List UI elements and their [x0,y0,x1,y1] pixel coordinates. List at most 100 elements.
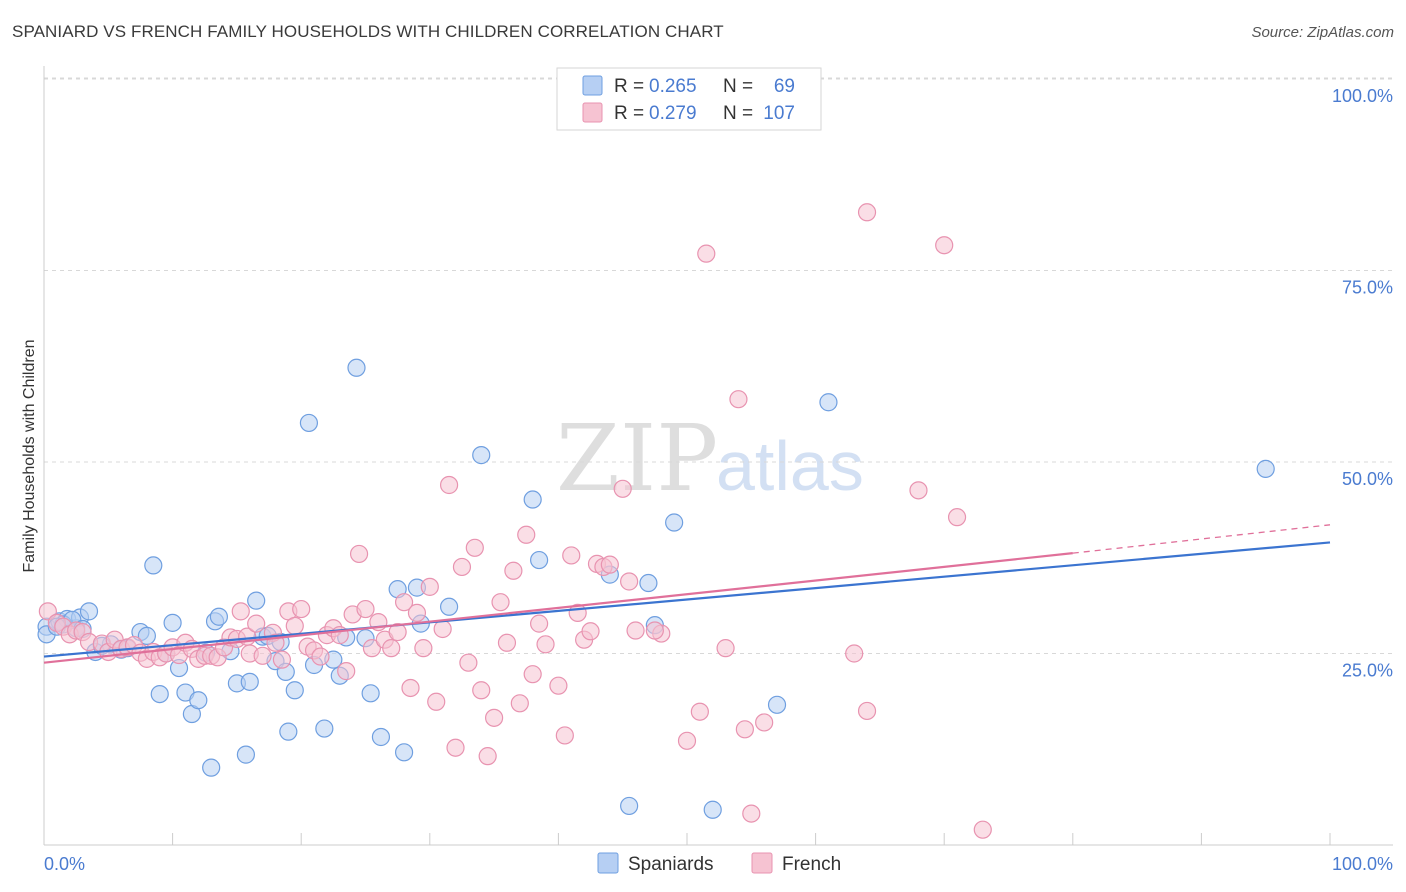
point-spaniards-62 [819,393,838,412]
chart-title: SPANIARD VS FRENCH FAMILY HOUSEHOLDS WIT… [12,22,724,41]
point-french-83 [581,622,600,641]
point-spaniards-27 [236,745,256,764]
point-french-80 [562,546,581,565]
point-french-63 [446,738,465,757]
point-spaniards-51 [439,597,459,616]
point-french-71 [497,633,517,652]
bottom-legend-swatch-french [751,852,773,874]
point-french-55 [394,593,414,612]
point-french-99 [857,701,877,721]
point-spaniards-48 [394,743,414,762]
point-french-39 [292,599,311,619]
point-spaniards-37 [299,413,319,433]
point-french-98 [857,203,877,222]
x-tick-label-max: 100.0% [1332,854,1393,874]
point-spaniards-16 [163,613,182,632]
bottom-legend-swatch-spaniards [597,852,619,874]
axes [43,66,1393,846]
point-spaniards-61 [767,695,787,714]
point-french-77 [536,635,555,654]
legend-n-label-spaniards: N = [723,76,753,97]
point-french-91 [677,731,697,750]
bottom-legend-label-french: French [782,854,841,875]
point-spaniards-53 [523,490,542,509]
point-french-50 [362,639,382,658]
point-french-49 [356,599,375,619]
point-french-36 [272,650,292,669]
trend-line-french-extension [1072,524,1331,554]
point-french-86 [600,555,619,574]
legend-r-value-spaniards: 0.265 [649,76,697,97]
point-french-94 [716,639,735,658]
point-spaniards-43 [347,358,366,377]
legend-n-label-french: N = [723,103,753,124]
point-spaniards-54 [530,550,549,570]
point-french-89 [626,621,645,640]
point-spaniards-13 [144,556,163,575]
point-french-96 [735,720,754,739]
point-french-69 [485,708,504,727]
point-french-59 [420,577,439,596]
trend-lines [43,524,1331,664]
point-french-92 [690,702,709,721]
point-spaniards-45 [361,684,380,703]
point-french-72 [504,561,523,580]
point-french-67 [472,681,491,700]
trend-line-french [43,552,1073,664]
point-spaniards-63 [1256,459,1275,478]
point-spaniards-22 [202,758,221,777]
point-french-29 [231,602,250,621]
point-spaniards-57 [639,573,658,593]
point-french-102 [947,508,967,527]
y-tick-label-75: 75.0% [1342,278,1393,298]
point-french-54 [388,622,407,642]
point-french-60 [427,692,446,711]
point-french-101 [935,236,954,255]
point-french-106 [645,621,664,640]
point-french-70 [491,593,510,612]
y-tick-labels: 25.0% 50.0% 75.0% 100.0% [1332,86,1393,681]
point-spaniards-6 [79,602,99,621]
point-french-95 [729,390,748,409]
point-french-68 [478,747,497,766]
point-spaniards-35 [279,722,298,741]
point-french-48 [349,544,369,564]
point-french-103 [973,820,992,839]
watermark-atlas: atlas [716,427,864,505]
legend-swatch-spaniards [582,75,603,96]
point-spaniards-24 [209,607,228,626]
point-french-100 [909,481,928,500]
legend-r-label-french: R = [614,103,644,124]
point-french-75 [523,665,542,684]
point-french-97 [742,804,761,823]
point-french-53 [382,639,401,658]
trend-line-spaniards [43,541,1331,658]
point-spaniards-52 [472,446,491,465]
legend-swatch-french [582,102,603,123]
legend: R = 0.265 N = 69 R = 0.279 N = 107 [556,67,822,131]
point-spaniards-28 [240,672,259,691]
point-french-88 [620,572,639,591]
x-tick-label-min: 0.0% [44,854,85,874]
point-french-73 [510,694,529,713]
series-french [38,203,992,839]
point-french-62 [439,475,459,495]
point-french-104 [845,644,864,663]
y-tick-label-25: 25.0% [1342,661,1393,681]
point-spaniards-36 [285,681,304,700]
point-spaniards-56 [620,796,639,816]
point-french-66 [465,538,484,557]
point-french-65 [459,653,478,672]
point-french-56 [401,678,420,698]
point-french-42 [311,647,330,666]
point-spaniards-14 [150,684,169,704]
point-french-93 [697,244,716,263]
watermark-zip: ZIP [556,405,718,512]
point-french-74 [517,525,536,544]
point-french-61 [433,619,452,639]
legend-n-value-spaniards: 69 [774,76,795,97]
point-french-58 [414,639,433,658]
point-spaniards-20 [189,691,208,710]
point-french-78 [549,676,568,695]
